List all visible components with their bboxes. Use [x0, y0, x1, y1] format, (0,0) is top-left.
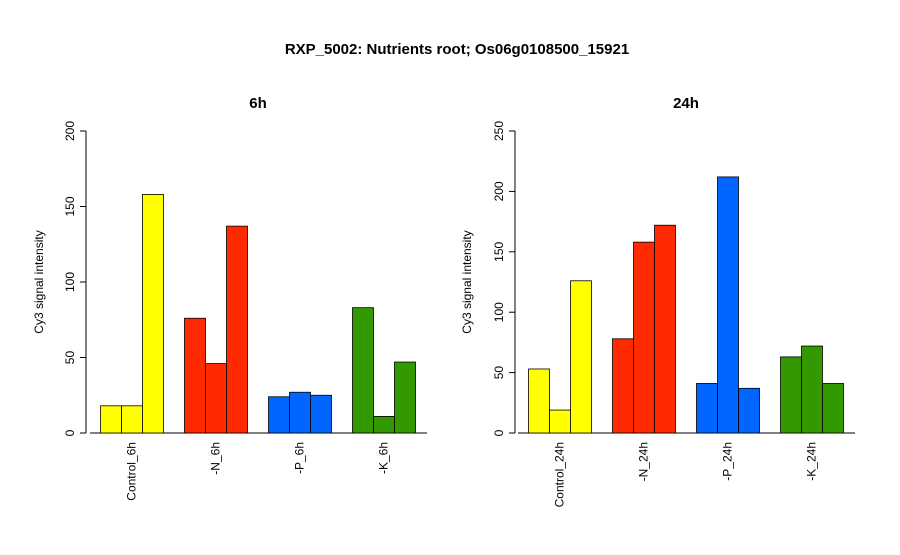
- category-label: -N_24h: [637, 442, 651, 481]
- y-tick-label: 0: [63, 429, 77, 436]
- bar: [289, 391, 311, 434]
- category-label: Control_24h: [553, 442, 567, 507]
- chart-panel-6h: 6h Cy3 signal intensity 0 50 100 150 200 Contro…: [32, 95, 427, 501]
- bar: [100, 405, 122, 434]
- y-tick-label: 50: [63, 351, 77, 365]
- bar: [394, 361, 416, 434]
- y-tick-label: 200: [492, 181, 506, 201]
- bar: [717, 176, 739, 434]
- bar: [654, 224, 676, 434]
- bar: [822, 383, 844, 434]
- y-tick-label: 100: [492, 302, 506, 322]
- y-tick-label: 250: [492, 121, 506, 141]
- bar: [226, 225, 248, 434]
- bar: [373, 415, 395, 434]
- y-tick-label: 150: [63, 196, 77, 216]
- bar: [205, 363, 227, 434]
- bar: [633, 241, 655, 434]
- category-label: -P_6h: [293, 442, 307, 474]
- bar: [184, 317, 206, 434]
- y-tick-label: 0: [492, 429, 506, 436]
- bar: [612, 338, 634, 434]
- bar: [310, 394, 332, 434]
- category-label: -P_24h: [721, 442, 735, 481]
- bar: [570, 280, 592, 434]
- panel-title: 24h: [673, 95, 699, 112]
- bar: [121, 405, 143, 434]
- bar: [696, 383, 718, 434]
- bar: [528, 368, 550, 434]
- y-axis-label: Cy3 signal intensity: [460, 230, 474, 333]
- main-title: RXP_5002: Nutrients root; Os06g0108500_1…: [285, 41, 629, 58]
- category-label: -N_6h: [209, 442, 223, 475]
- y-tick-label: 100: [63, 272, 77, 292]
- panel-title: 6h: [249, 95, 267, 112]
- category-label: -K_24h: [805, 442, 819, 481]
- bar: [738, 387, 760, 434]
- bar: [801, 345, 823, 434]
- category-label: -K_6h: [377, 442, 391, 474]
- y-tick-label: 50: [492, 366, 506, 380]
- bar: [268, 396, 290, 434]
- y-tick-label: 150: [492, 241, 506, 261]
- bar: [352, 307, 374, 434]
- y-axis-label: Cy3 signal intensity: [32, 230, 46, 333]
- category-label: Control_6h: [125, 442, 139, 501]
- chart-panel-24h: 24h Cy3 signal intensity 0 50 100 150 200 250 Co…: [460, 95, 855, 507]
- bar: [780, 356, 802, 434]
- y-tick-label: 200: [63, 121, 77, 141]
- bar: [549, 409, 571, 434]
- bar: [142, 194, 164, 434]
